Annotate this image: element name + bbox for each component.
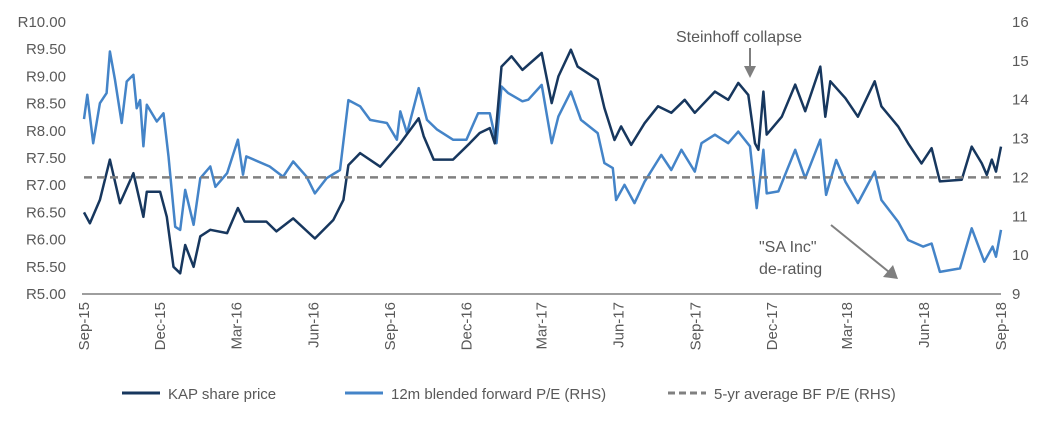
series-line-1 — [82, 50, 1003, 274]
right-tick-label: 9 — [1012, 286, 1020, 303]
annotation-sa-inc-arrow — [830, 224, 890, 273]
right-tick-label: 15 — [1012, 53, 1029, 70]
annotation-steinhoff: Steinhoff collapse — [676, 29, 802, 46]
legend-label-avg: 5-yr average BF P/E (RHS) — [714, 386, 896, 403]
right-tick-label: 11 — [1012, 208, 1028, 225]
x-tick-label: Sep-18 — [993, 302, 1010, 350]
x-tick-label: Dec-17 — [764, 302, 781, 350]
left-axis: R10.00 R9.50 R9.00 R8.50 R8.00 R7.50 R7.00 R6.5… — [18, 14, 66, 303]
x-tick-label: Sep-15 — [76, 302, 93, 350]
left-tick-label: R7.50 — [26, 150, 66, 167]
x-tick-label: Sep-17 — [688, 302, 705, 350]
x-tick-label: Dec-15 — [152, 302, 169, 350]
x-tick-label: Sep-16 — [382, 302, 399, 350]
x-tick-label: Dec-16 — [458, 302, 475, 350]
x-tick-label: Mar-17 — [534, 302, 551, 350]
left-tick-label: R9.00 — [26, 68, 66, 85]
legend-label-kap: KAP share price — [168, 386, 276, 403]
annotation-sa-inc-arrowhead — [883, 265, 898, 279]
left-tick-label: R9.50 — [26, 41, 66, 58]
right-tick-label: 16 — [1012, 14, 1029, 31]
annotation-steinhoff-arrowhead — [744, 66, 756, 78]
left-tick-label: R10.00 — [18, 14, 66, 31]
x-tick-label: Jun-18 — [916, 302, 933, 348]
right-tick-label: 14 — [1012, 92, 1029, 109]
left-tick-label: R7.00 — [26, 177, 66, 194]
x-tick-label: Jun-16 — [305, 302, 322, 348]
right-axis: 16 15 14 13 12 11 10 9 — [1012, 14, 1029, 303]
right-tick-label: 10 — [1012, 247, 1029, 264]
legend: KAP share price 12m blended forward P/E … — [122, 386, 896, 403]
plot-area — [82, 48, 1003, 275]
right-tick-label: 13 — [1012, 131, 1029, 148]
left-tick-label: R5.50 — [26, 259, 66, 276]
left-tick-label: R6.00 — [26, 232, 66, 249]
right-tick-label: 12 — [1012, 169, 1029, 186]
legend-label-pe: 12m blended forward P/E (RHS) — [391, 386, 606, 403]
left-tick-label: R8.00 — [26, 123, 66, 140]
series-line-0 — [82, 48, 1003, 275]
left-tick-label: R6.50 — [26, 204, 66, 221]
x-tick-label: Mar-18 — [839, 302, 856, 350]
x-axis: Sep-15 Dec-15 Mar-16 Jun-16 Sep-16 Dec-16 Mar-… — [76, 302, 1010, 350]
annotation-sa-inc-line1: "SA Inc" — [759, 239, 817, 256]
x-tick-label: Mar-16 — [228, 302, 245, 350]
annotation-sa-inc-line2: de-rating — [759, 261, 822, 278]
left-tick-label: R8.50 — [26, 96, 66, 113]
left-tick-label: R5.00 — [26, 286, 66, 303]
x-tick-label: Jun-17 — [611, 302, 628, 348]
